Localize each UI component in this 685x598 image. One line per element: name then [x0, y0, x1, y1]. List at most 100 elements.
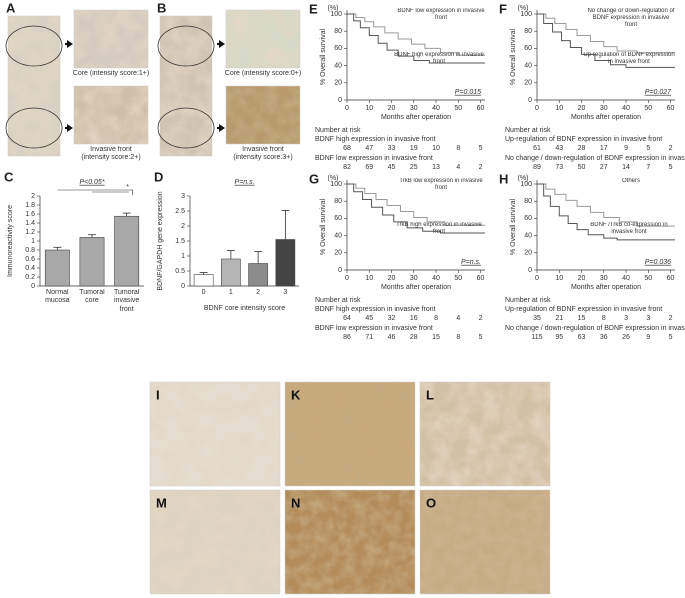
risk-count: 33	[388, 145, 396, 152]
x-tick-label-box: 3	[283, 289, 287, 296]
y-tick-label: 1.2	[25, 229, 35, 236]
risk-table-title: Number at risk	[505, 127, 551, 134]
risk-count: 21	[555, 315, 563, 322]
y-tick-label: 80	[524, 28, 532, 35]
x-tick-label: 0	[535, 105, 539, 112]
risk-count: 10	[432, 145, 440, 152]
y-axis-label: % Overall survival	[510, 29, 517, 85]
x-tick-label: 60	[667, 105, 675, 112]
survival-curve	[537, 183, 675, 227]
risk-count: 15	[432, 334, 440, 341]
x-tick-label: 10	[365, 275, 373, 282]
image-caption: Invasive front (intensity score:3+)	[233, 146, 293, 162]
bar	[221, 258, 241, 287]
risk-count: 4	[456, 164, 460, 171]
risk-count: 2	[479, 164, 483, 171]
risk-count: 73	[555, 164, 563, 171]
chart-panel: E 0 20 40 60 80 100 0 10 20 30 40 50 60 (%) % Overall s…	[309, 1, 485, 171]
risk-count: 5	[479, 145, 483, 152]
y-tick-label: 0.8	[25, 247, 35, 254]
y-tick-label: 20	[334, 250, 342, 257]
chart-panel: F 0 20 40 60 80 100 0 10 20 30 40 50 60 (%) % Overall s…	[499, 1, 685, 170]
y-tick-label: 1.5	[175, 238, 185, 245]
image-border	[419, 489, 551, 595]
risk-count: 3	[624, 315, 628, 322]
risk-count: 15	[578, 315, 586, 322]
y-tick-label: 40	[334, 62, 342, 69]
image-texture	[420, 382, 550, 486]
chart-panel: H 0 20 40 60 80 100 0 10 20 30 40 50 60 (%) % Overall s…	[499, 171, 685, 340]
y-tick-label: 20	[524, 250, 532, 257]
image-border	[149, 381, 281, 487]
risk-table-title: Number at risk	[315, 127, 361, 134]
risk-count: 5	[479, 334, 483, 341]
risk-count: 86	[343, 334, 351, 341]
panel-letter: D	[154, 169, 163, 184]
bar	[193, 274, 214, 287]
arrow-head	[67, 124, 73, 132]
y-tick-label: 0	[31, 283, 35, 290]
risk-count: 26	[622, 334, 630, 341]
image-texture	[226, 86, 300, 144]
curve-label-box: Up-regulation of BDNF expression in inva…	[583, 52, 674, 65]
y-tick-label: 1.6	[25, 211, 35, 218]
histology-image	[149, 489, 281, 595]
bar	[79, 237, 105, 287]
arrow-head	[219, 40, 225, 48]
survival-curve	[347, 13, 485, 56]
histology-image	[159, 15, 213, 157]
y-tick-label: 100	[330, 181, 342, 188]
risk-count: 27	[600, 164, 608, 171]
y-tick-label: 0	[338, 267, 342, 274]
risk-count: 14	[622, 164, 630, 171]
curve-label: Others	[621, 178, 640, 184]
x-tick-label: 30	[600, 275, 608, 282]
survival-curve	[537, 13, 675, 54]
curve-label-box: TrkB low expression in invasive front	[399, 178, 482, 191]
y-tick-label: 1	[31, 238, 35, 245]
y-tick-label: 80	[524, 198, 532, 205]
curve-label: BDNF high expression in invasive front	[394, 52, 484, 65]
x-tick-label: Tumoral invasive front	[113, 289, 140, 313]
y-unit: (%)	[518, 5, 529, 12]
risk-count: 8	[434, 315, 438, 322]
histology-images: A Core (intensity score:1+) Invasive front…	[5, 0, 551, 595]
curve-label-box: BDNF low expression in invasive front	[397, 8, 484, 21]
x-tick-label: 0	[535, 275, 539, 282]
curve-label-box: No change or down-regulation of BDNF exp…	[587, 8, 674, 28]
y-tick-label: 40	[524, 62, 532, 69]
y-tick-label: 0	[338, 97, 342, 104]
y-tick-label: 100	[330, 11, 342, 18]
survival-curve	[347, 13, 485, 64]
y-tick-label: 1	[181, 253, 185, 260]
x-tick-label: 40	[432, 275, 440, 282]
image-border	[284, 489, 416, 595]
image-texture	[150, 490, 280, 594]
survival-curve	[347, 183, 485, 226]
x-tick-label: 10	[555, 275, 563, 282]
risk-count: 5	[669, 334, 673, 341]
image-border	[419, 381, 551, 487]
risk-count: 28	[410, 334, 418, 341]
x-tick-label: 0	[345, 275, 349, 282]
risk-count: 43	[555, 145, 563, 152]
risk-count: 95	[555, 334, 563, 341]
histology-image	[419, 381, 551, 487]
y-axis-label: % Overall survival	[320, 29, 327, 85]
x-tick-label: Normal mucosa	[45, 289, 70, 305]
x-axis-label: Months after operation	[381, 284, 451, 291]
y-tick-label: 60	[524, 45, 532, 52]
x-tick-label: 50	[644, 275, 652, 282]
y-tick-label: 40	[334, 232, 342, 239]
image-texture	[8, 16, 60, 156]
y-tick-label: 0	[181, 283, 185, 290]
risk-count: 8	[456, 145, 460, 152]
risk-count: 8	[456, 334, 460, 341]
x-tick-label: 0	[201, 289, 206, 296]
x-tick-label: 30	[600, 105, 608, 112]
y-tick-label: 40	[524, 232, 532, 239]
y-axis-label: % Overall survival	[510, 199, 517, 255]
image-texture	[226, 10, 300, 68]
risk-row-label: BDNF low expression in invasive front	[315, 325, 433, 332]
